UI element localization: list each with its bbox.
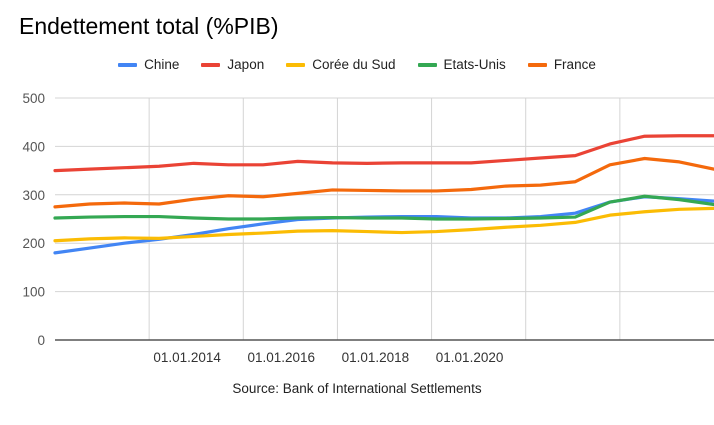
legend-swatch-etats-unis <box>417 62 437 67</box>
legend-item-france[interactable]: France <box>527 57 596 72</box>
legend-swatch-chine <box>118 62 138 67</box>
legend-label-coree-du-sud: Corée du Sud <box>312 57 396 72</box>
svg-text:01.01.2016: 01.01.2016 <box>247 350 315 365</box>
legend-item-coree-du-sud[interactable]: Corée du Sud <box>286 57 396 72</box>
svg-text:400: 400 <box>22 139 45 154</box>
svg-text:0: 0 <box>37 333 45 348</box>
chart-title: Endettement total (%PIB) <box>19 13 279 39</box>
series-line-france <box>53 156 714 209</box>
series-line-japon <box>53 134 714 173</box>
legend-label-france: France <box>553 57 596 72</box>
svg-text:01.01.2018: 01.01.2018 <box>342 350 410 365</box>
svg-text:300: 300 <box>22 188 45 203</box>
horizontal-gridlines <box>55 97 714 293</box>
legend-swatch-coree-du-sud <box>286 62 306 67</box>
legend-item-etats-unis[interactable]: Etats-Unis <box>417 57 506 72</box>
legend-item-chine[interactable]: Chine <box>118 57 179 72</box>
series-line-etats-unis <box>53 194 714 221</box>
legend-swatch-japon <box>201 62 221 67</box>
svg-text:200: 200 <box>22 236 45 251</box>
y-axis-tick-labels: 0 100 200 300 400 500 <box>22 91 45 348</box>
series-lines <box>53 134 714 255</box>
x-axis-tick-labels: 01.01.2014 01.01.2016 01.01.2018 01.01.2020 <box>153 350 503 365</box>
legend-label-chine: Chine <box>144 57 180 72</box>
legend-label-japon: Japon <box>227 57 265 72</box>
series-line-cor-e-du-sud <box>53 206 714 243</box>
legend-swatch-france <box>527 62 547 67</box>
chart-legend: Chine Japon Corée du Sud Etats-Unis Fran… <box>0 57 714 72</box>
legend-item-japon[interactable]: Japon <box>201 57 264 72</box>
svg-text:100: 100 <box>22 285 45 300</box>
svg-text:500: 500 <box>22 91 45 106</box>
svg-text:01.01.2020: 01.01.2020 <box>436 350 504 365</box>
svg-text:01.01.2014: 01.01.2014 <box>153 350 221 365</box>
legend-label-etats-unis: Etats-Unis <box>443 57 506 72</box>
chart-source-caption: Source: Bank of International Settlement… <box>232 381 482 396</box>
